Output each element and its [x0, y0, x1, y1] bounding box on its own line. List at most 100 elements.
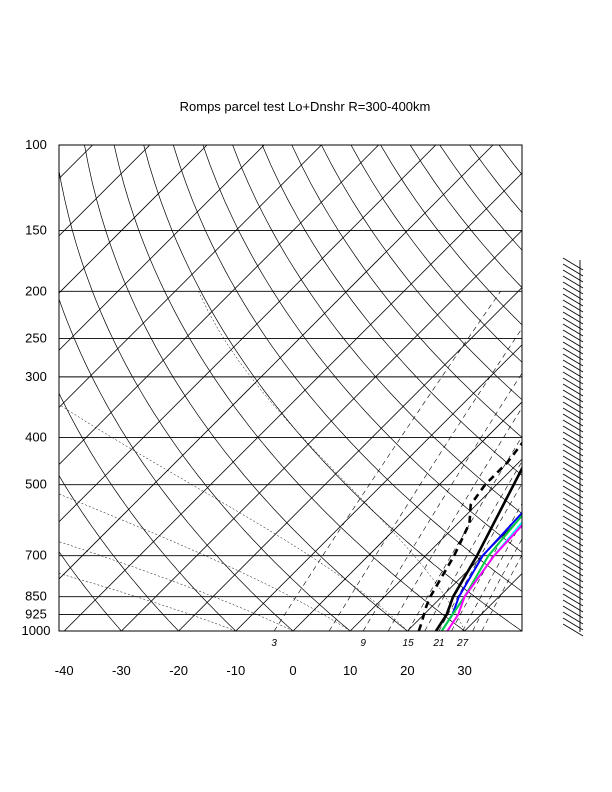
isotherm-line	[59, 145, 437, 523]
wind-barb	[562, 317, 584, 331]
wind-barb	[562, 605, 584, 619]
dry-adiabat	[558, 145, 612, 631]
wind-barb	[562, 461, 584, 475]
isotherm-line	[579, 145, 612, 631]
wind-barb	[562, 419, 584, 433]
series-line-3	[440, 520, 522, 631]
wind-barb	[562, 341, 584, 355]
y-tick-label: 150	[25, 223, 47, 238]
wind-barb	[562, 455, 584, 469]
dry-adiabat	[232, 145, 522, 514]
wind-barb	[562, 371, 584, 385]
x-tick-label: -40	[55, 663, 74, 678]
wind-barb	[562, 575, 584, 589]
wind-barb	[562, 539, 584, 553]
wind-barb	[562, 467, 584, 481]
mixing-ratio-label: 21	[432, 638, 444, 649]
wind-barb	[562, 353, 584, 367]
wind-barb	[562, 299, 584, 313]
isotherm-line	[63, 172, 522, 631]
series-line-2	[440, 511, 522, 631]
dry-adiabat	[588, 145, 612, 631]
wind-barb	[562, 551, 584, 565]
mixing-ratio-label: 3	[271, 638, 277, 649]
dry-adiabat	[84, 145, 408, 631]
moist-adiabat	[59, 404, 408, 631]
x-tick-label: 20	[400, 663, 414, 678]
wind-barb	[562, 509, 584, 523]
x-tick-label: -10	[226, 663, 245, 678]
chart-title: Romps parcel test Lo+Dnshr R=300-400km	[180, 99, 431, 114]
x-tick-label: 0	[289, 663, 296, 678]
wind-barb	[562, 269, 584, 283]
wind-barb	[562, 503, 584, 517]
wind-barb	[562, 275, 584, 289]
wind-barb	[562, 479, 584, 493]
wind-barbs	[562, 257, 584, 637]
mixing-ratio-line	[273, 291, 501, 631]
mixing-ratio-label: 27	[456, 638, 469, 649]
wind-barb	[562, 527, 584, 541]
wind-barb	[562, 485, 584, 499]
y-tick-label: 300	[25, 369, 47, 384]
wind-barb	[562, 443, 584, 457]
y-tick-label: 850	[25, 589, 47, 604]
y-tick-label: 400	[25, 430, 47, 445]
wind-barb	[562, 587, 584, 601]
x-tick-label: 30	[457, 663, 471, 678]
wind-barb	[562, 617, 584, 631]
dry-adiabat	[59, 297, 294, 631]
y-tick-label: 700	[25, 548, 47, 563]
wind-barb	[562, 473, 584, 487]
isobars	[59, 144, 522, 632]
wind-barb	[562, 359, 584, 373]
isotherm-line	[121, 229, 522, 631]
wind-barb	[562, 395, 584, 409]
wind-barb	[562, 335, 584, 349]
wind-barb	[562, 383, 584, 397]
dry-adiabat	[59, 551, 122, 631]
y-tick-label: 200	[25, 283, 47, 298]
series-line-1	[417, 441, 522, 631]
wind-barb	[562, 515, 584, 529]
dry-adiabat	[291, 145, 522, 438]
wind-barb	[562, 497, 584, 511]
wind-barb	[562, 323, 584, 337]
dry-adiabat	[143, 145, 522, 631]
series-line-0	[434, 465, 522, 631]
series-line-4	[440, 514, 522, 631]
temperature-tick-labels: -40 -30 -20 -10 0 10 20 30	[55, 663, 472, 678]
isotherm-line	[235, 344, 522, 631]
wind-barb	[562, 599, 584, 613]
wind-barb	[562, 311, 584, 325]
dry-adiabat	[172, 145, 522, 592]
wind-barb	[562, 377, 584, 391]
y-tick-label: 500	[25, 477, 47, 492]
wind-barb	[562, 401, 584, 415]
wind-barb	[562, 449, 584, 463]
y-tick-label: 100	[25, 137, 47, 152]
wind-barb	[562, 533, 584, 547]
moist-adiabat	[59, 493, 351, 631]
dry-adiabat	[380, 145, 522, 326]
isotherm-line	[59, 145, 265, 351]
wind-barb	[562, 593, 584, 607]
mixing-ratio-labels: 3 9 15 21 27	[271, 638, 468, 649]
y-tick-label: 925	[25, 607, 47, 622]
wind-barb	[562, 281, 584, 295]
wind-barb	[562, 563, 584, 577]
plot-frame	[58, 144, 523, 632]
y-tick-label: 1000	[22, 623, 51, 638]
x-tick-label: -20	[169, 663, 188, 678]
y-tick-label: 250	[25, 330, 47, 345]
wind-barb	[562, 611, 584, 625]
isotherm-line	[59, 145, 379, 466]
isotherm-line	[59, 145, 208, 294]
series-line-5	[446, 523, 522, 631]
wind-barb	[562, 293, 584, 307]
isotherm-line	[292, 401, 522, 631]
wind-barb	[562, 263, 584, 277]
mixing-ratio-line	[328, 327, 522, 631]
